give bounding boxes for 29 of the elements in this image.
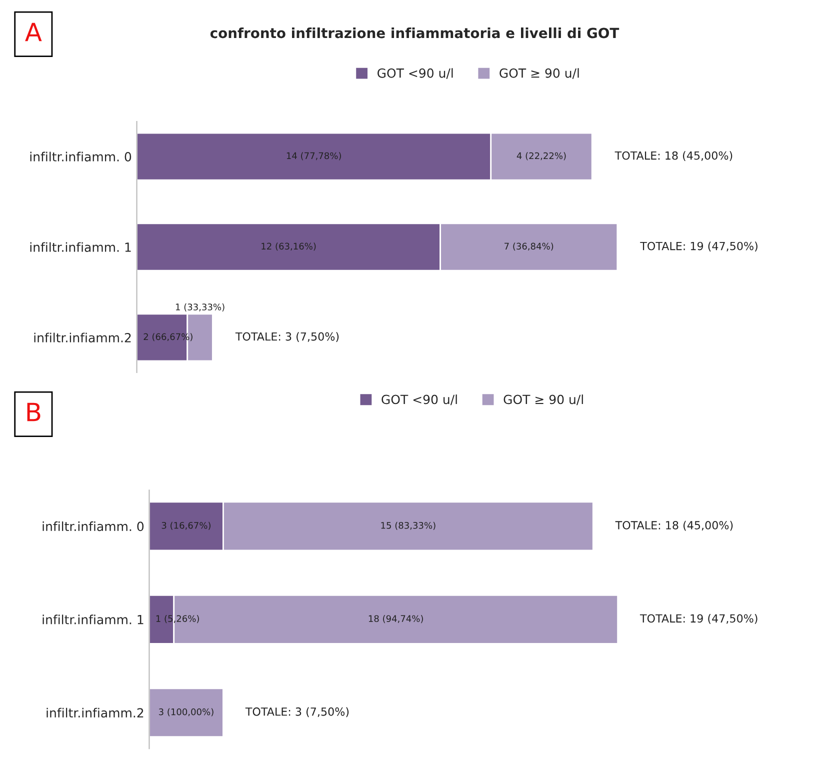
data-label: 18 (94,74%) xyxy=(368,615,423,624)
total-label: TOTALE: 3 (7,50%) xyxy=(245,707,349,718)
bar xyxy=(149,688,224,738)
data-label: 3 (16,67%) xyxy=(162,522,210,530)
legend-label: GOT ≥ 90 u/l xyxy=(504,394,583,406)
y-tick-label: infiltr.infiamm. 0 xyxy=(30,152,132,162)
data-label: 1 (33,33%) xyxy=(176,303,224,312)
data-label: 3 (100,00%) xyxy=(158,708,214,716)
y-tick-label: infiltr.infiamm. 1 xyxy=(30,242,131,252)
total-label: TOTALE: 3 (7,50%) xyxy=(235,332,339,342)
y-tick-label: infiltr.infiamm. 0 xyxy=(42,521,144,532)
data-label: 12 (63,16%) xyxy=(262,242,316,251)
y-tick-label: infiltr.infiamm.2 xyxy=(34,332,131,342)
data-label: 4 (22,22%) xyxy=(516,152,566,160)
data-label: 14 (77,78%) xyxy=(286,152,341,160)
text: B xyxy=(27,402,40,422)
y-tick-label: infiltr.infiamm.2 xyxy=(46,708,144,718)
total-label: TOTALE: 19 (47,50%) xyxy=(640,614,758,624)
text: A xyxy=(25,22,42,42)
legend-label: GOT <90 u/l xyxy=(378,68,453,79)
total-label: TOTALE: 18 (45,00%) xyxy=(614,151,732,162)
data-label: 7 (36,84%) xyxy=(504,242,554,251)
total-label: TOTALE: 18 (45,00%) xyxy=(615,520,733,531)
data-label: 15 (83,33%) xyxy=(381,522,436,530)
chart-title: confronto infiltrazione infiammatoria e livelli di GOT xyxy=(210,27,620,38)
legend-label: GOT <90 u/l xyxy=(382,394,457,406)
y-tick-label: infiltr.infiamm. 1 xyxy=(42,614,144,624)
legend-label: GOT ≥ 90 u/l xyxy=(500,68,579,79)
total-label: TOTALE: 19 (47,50%) xyxy=(640,242,758,252)
